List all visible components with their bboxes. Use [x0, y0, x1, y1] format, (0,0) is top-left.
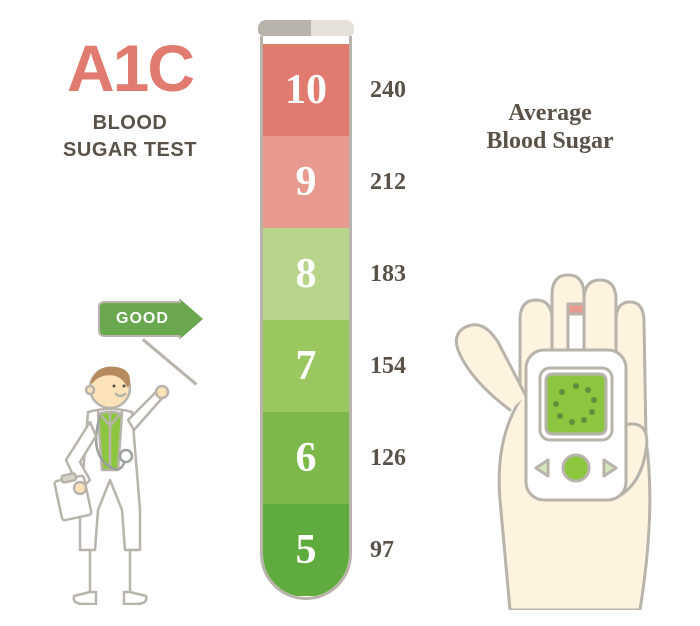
avg-line1: Average — [508, 100, 592, 126]
average-value: 183 — [370, 228, 440, 320]
tube-gap — [263, 36, 349, 44]
subtitle-line2: SUGAR TEST — [63, 139, 197, 161]
doctor-illustration — [40, 360, 180, 605]
tube-segment: 10 — [263, 44, 349, 136]
a1c-value: 10 — [285, 66, 327, 114]
a1c-value: 7 — [296, 342, 317, 390]
average-value: 126 — [370, 412, 440, 504]
tube-segment: 7 — [263, 320, 349, 412]
good-arrow-label: GOOD — [98, 301, 181, 337]
a1c-title: A1C — [30, 30, 230, 106]
tube-segment: 9 — [263, 136, 349, 228]
test-tube: 10 9 8 7 6 5 — [260, 20, 352, 600]
tube-cap — [258, 20, 354, 36]
a1c-value: 6 — [296, 434, 317, 482]
tube-segment: 5 — [263, 504, 349, 596]
average-value: 97 — [370, 504, 440, 596]
good-arrow-point — [181, 300, 203, 338]
average-value: 212 — [370, 136, 440, 228]
subtitle: BLOOD SUGAR TEST — [30, 110, 230, 164]
tube-segment: 6 — [263, 412, 349, 504]
a1c-value: 5 — [296, 526, 317, 574]
a1c-value: 8 — [296, 250, 317, 298]
average-value-column: 24021218315412697 — [370, 44, 440, 596]
a1c-value: 9 — [296, 158, 317, 206]
average-blood-sugar-label: Average Blood Sugar — [460, 100, 640, 155]
good-arrow: GOOD — [98, 300, 203, 338]
avg-line2: Blood Sugar — [486, 128, 613, 154]
tube-segment: 8 — [263, 228, 349, 320]
average-value: 240 — [370, 44, 440, 136]
hand-glucose-meter — [440, 200, 680, 610]
average-value: 154 — [370, 320, 440, 412]
tube-body: 10 9 8 7 6 5 — [260, 36, 352, 600]
title-block: A1C BLOOD SUGAR TEST — [30, 30, 230, 164]
subtitle-line1: BLOOD — [93, 112, 168, 134]
